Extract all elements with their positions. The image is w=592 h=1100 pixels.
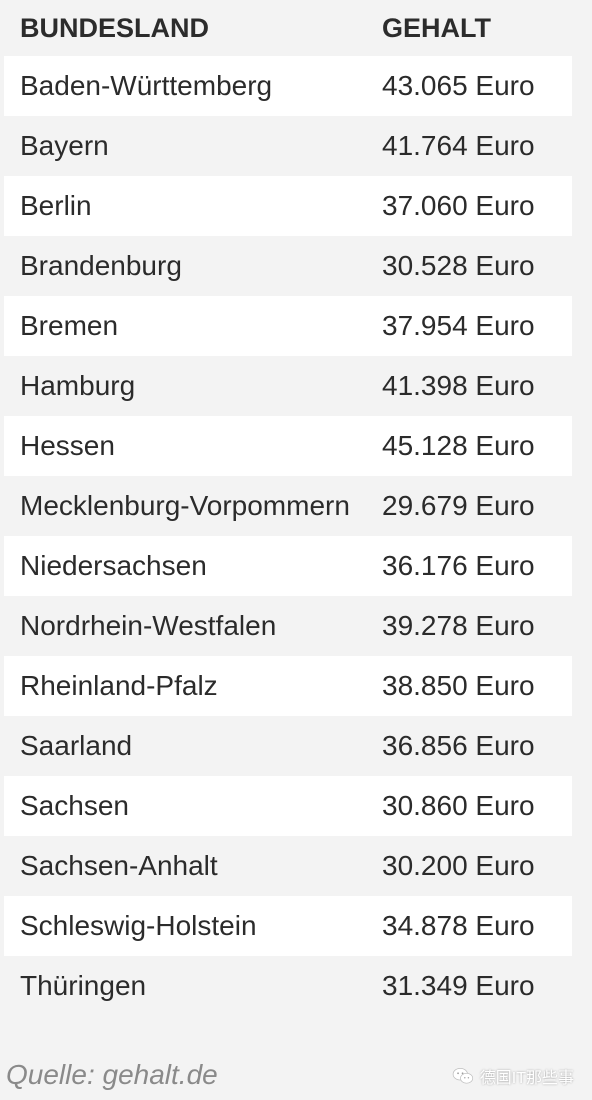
cell-gehalt: 36.856 Euro [382,730,535,761]
table-row: Thüringen 31.349 Euro [4,956,572,1016]
cell-gehalt: 36.176 Euro [382,550,535,581]
cell-bundesland: Nordrhein-Westfalen [20,610,277,641]
table-row: Brandenburg 30.528 Euro [4,236,572,296]
cell-bundesland: Rheinland-Pfalz [20,670,218,701]
cell-gehalt: 43.065 Euro [382,70,535,101]
cell-gehalt: 41.398 Euro [382,370,535,401]
cell-gehalt: 45.128 Euro [382,430,535,461]
table-row: Hessen 45.128 Euro [4,416,572,476]
header-gehalt: GEHALT [382,12,491,43]
cell-bundesland: Hamburg [20,370,136,401]
wechat-icon [452,1067,473,1084]
header-bundesland: BUNDESLAND [20,12,209,43]
table-row: Niedersachsen 36.176 Euro [4,536,572,596]
table-row: Bayern 41.764 Euro [4,116,572,176]
cell-bundesland: Bayern [20,130,109,161]
table-row: Baden-Württemberg 43.065 Euro [4,56,572,116]
cell-bundesland: Hessen [20,430,115,461]
cell-gehalt: 31.349 Euro [382,970,535,1001]
cell-gehalt: 39.278 Euro [382,610,535,641]
cell-bundesland: Mecklenburg-Vorpommern [20,490,350,521]
cell-gehalt: 41.764 Euro [382,130,535,161]
cell-bundesland: Bremen [20,310,119,341]
table-row: Hamburg 41.398 Euro [4,356,572,416]
cell-bundesland: Baden-Württemberg [20,70,273,101]
watermark-text: 德国IT那些事 [479,1070,574,1087]
salary-table: BUNDESLAND GEHALT Baden-Württemberg 43.06… [4,0,572,1016]
table-row: Berlin 37.060 Euro [4,176,572,236]
cell-bundesland: Thüringen [20,970,147,1001]
table-header: BUNDESLAND GEHALT [4,0,572,56]
table-row: Sachsen-Anhalt 30.200 Euro [4,836,572,896]
cell-gehalt: 37.060 Euro [382,190,535,221]
table-row: Schleswig-Holstein 34.878 Euro [4,896,572,956]
cell-gehalt: 34.878 Euro [382,910,535,941]
cell-bundesland: Niedersachsen [20,550,207,581]
cell-gehalt: 38.850 Euro [382,670,535,701]
cell-bundesland: Sachsen-Anhalt [20,850,218,881]
cell-bundesland: Brandenburg [20,250,182,281]
source-note: Quelle: gehalt.de [6,1059,218,1090]
table-row: Rheinland-Pfalz 38.850 Euro [4,656,572,716]
table-row: Nordrhein-Westfalen 39.278 Euro [4,596,572,656]
cell-bundesland: Sachsen [20,790,129,821]
cell-gehalt: 30.200 Euro [382,850,535,881]
cell-gehalt: 37.954 Euro [382,310,535,341]
cell-bundesland: Berlin [20,190,92,221]
table-body: Baden-Württemberg 43.065 Euro Bayern 41.764… [4,56,572,1016]
cell-gehalt: 30.528 Euro [382,250,535,281]
cell-bundesland: Saarland [20,730,133,761]
watermark: 德国IT那些事 [452,1064,574,1088]
cell-gehalt: 30.860 Euro [382,790,535,821]
table-row: Bremen 37.954 Euro [4,296,572,356]
cell-bundesland: Schleswig-Holstein [20,910,257,941]
table-row: Sachsen 30.860 Euro [4,776,572,836]
table-row: Mecklenburg-Vorpommern 29.679 Euro [4,476,572,536]
cell-gehalt: 29.679 Euro [382,490,535,521]
table-row: Saarland 36.856 Euro [4,716,572,776]
